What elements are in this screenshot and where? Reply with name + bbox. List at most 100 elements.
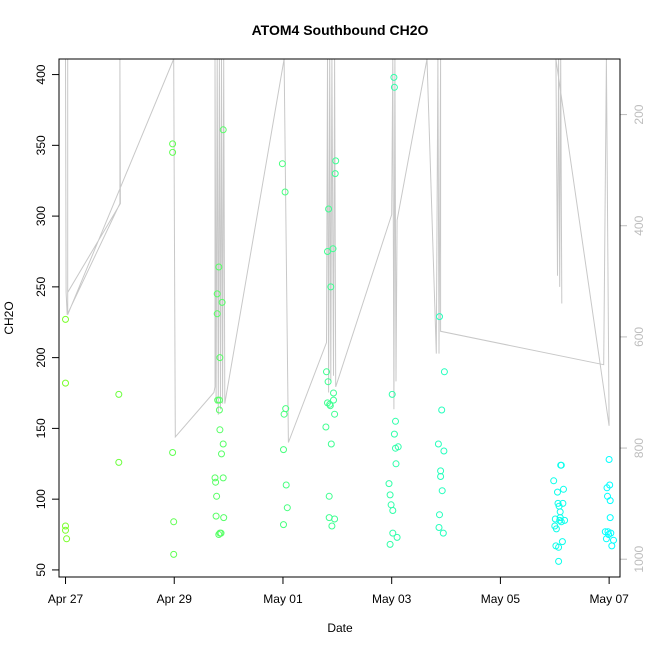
data-point: [606, 514, 614, 522]
data-point: [217, 529, 225, 537]
x-tick-label: Apr 27: [48, 592, 84, 606]
data-point: [323, 368, 330, 376]
data-point: [213, 290, 221, 298]
data-point: [554, 488, 561, 496]
data-point: [216, 354, 224, 362]
x-tick-label: May 05: [481, 592, 521, 606]
right-tick-label: 800: [632, 438, 646, 458]
data-point: [115, 390, 123, 398]
data-point: [610, 536, 617, 544]
data-point: [283, 504, 291, 512]
data-point-layer: [62, 73, 617, 565]
data-point: [212, 512, 220, 520]
data-point: [439, 529, 447, 537]
data-point: [390, 83, 398, 91]
data-point: [220, 514, 228, 522]
data-point: [437, 467, 445, 475]
right-tick-label: 1000: [632, 546, 646, 573]
data-point: [386, 491, 394, 499]
data-point: [218, 450, 225, 458]
data-point: [330, 396, 337, 404]
data-point: [169, 148, 177, 156]
data-point: [215, 263, 223, 271]
data-point: [561, 516, 569, 524]
x-tick-label: May 07: [589, 592, 629, 606]
data-point: [389, 529, 397, 537]
y-tick-label: 100: [34, 489, 48, 509]
y-tick-label: 300: [34, 206, 48, 226]
data-point: [280, 446, 287, 454]
data-point: [434, 440, 442, 448]
data-point: [440, 368, 448, 376]
data-point: [605, 456, 613, 463]
data-point: [385, 480, 393, 488]
data-point: [282, 405, 290, 413]
plot-frame: [58, 58, 621, 578]
data-point: [218, 298, 226, 306]
data-point: [215, 396, 223, 404]
data-point: [607, 529, 615, 537]
data-point: [62, 315, 69, 323]
data-point: [559, 499, 567, 507]
right-tick-label: 600: [632, 327, 646, 347]
data-point: [435, 524, 443, 531]
y-tick-label: 400: [34, 64, 48, 84]
data-point: [169, 140, 177, 148]
y-axis-label: CH2O: [2, 301, 16, 334]
data-point: [331, 515, 339, 523]
data-point: [281, 188, 289, 196]
data-point: [390, 430, 398, 438]
data-point: [388, 390, 396, 398]
data-point: [331, 410, 339, 418]
data-point: [325, 205, 333, 213]
data-point: [555, 543, 563, 551]
x-tick-label: May 01: [263, 592, 303, 606]
data-point: [557, 518, 565, 526]
y-tick-label: 250: [34, 277, 48, 297]
axis-layer: Apr 27 Apr 29 May 01 May 03 May 05 May 07 50 10…: [34, 64, 646, 606]
data-point: [213, 310, 221, 318]
y-tick-label: 50: [34, 563, 48, 577]
y-tick-label: 200: [34, 347, 48, 367]
data-point: [62, 522, 69, 530]
data-point: [327, 283, 335, 291]
data-point: [392, 417, 399, 425]
data-point: [606, 481, 614, 489]
right-tick-label: 400: [632, 215, 646, 235]
altitude-line: [65, 59, 610, 443]
data-point: [394, 443, 402, 451]
data-point: [212, 478, 220, 486]
data-point: [606, 497, 614, 505]
right-tick-label: 200: [632, 104, 646, 124]
data-point: [392, 460, 400, 468]
data-point: [324, 378, 332, 386]
data-point: [551, 515, 559, 523]
data-point: [438, 406, 446, 414]
data-point: [556, 508, 564, 516]
data-point: [324, 248, 331, 255]
data-point: [328, 522, 336, 530]
data-point: [326, 402, 334, 410]
data-point: [386, 540, 394, 548]
data-point: [211, 474, 219, 482]
data-point: [62, 526, 69, 534]
data-point: [322, 423, 330, 431]
data-point: [170, 518, 178, 526]
data-point: [440, 447, 448, 455]
x-axis-label: Date: [327, 621, 353, 635]
data-point: [389, 507, 397, 514]
data-point: [393, 533, 401, 541]
data-point: [602, 535, 610, 543]
data-point: [329, 245, 337, 253]
data-point: [436, 511, 443, 519]
data-point: [560, 485, 567, 493]
data-point: [438, 487, 446, 495]
data-point: [115, 458, 123, 466]
data-point: [278, 160, 286, 168]
data-point: [219, 126, 227, 134]
data-point: [552, 525, 560, 533]
data-point: [330, 389, 337, 397]
data-point: [558, 538, 566, 546]
